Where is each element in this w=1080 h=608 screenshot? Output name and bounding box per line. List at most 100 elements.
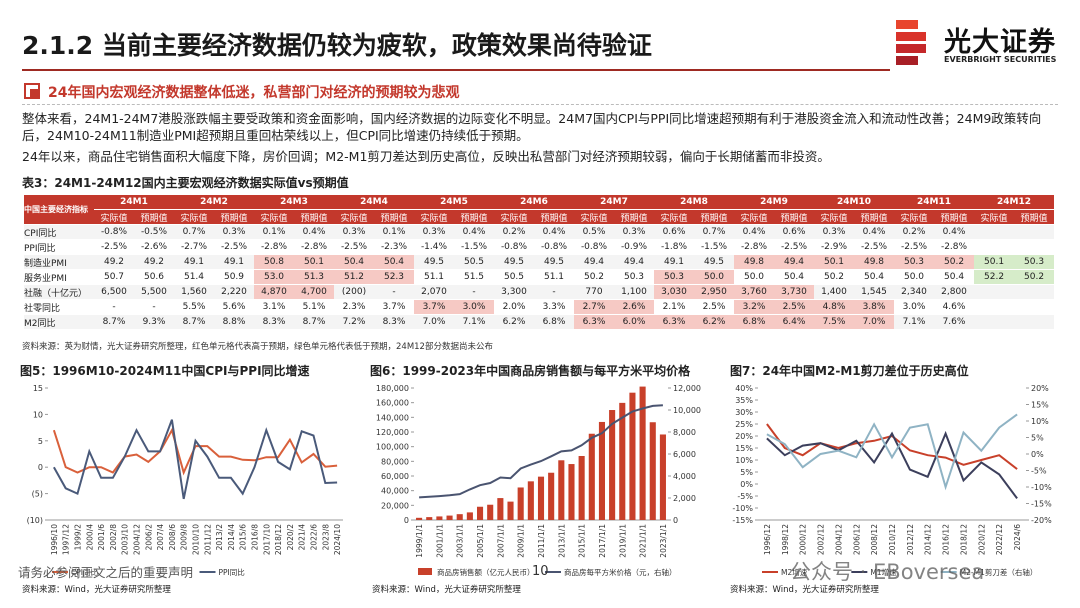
y-tick-label: 15%	[735, 444, 753, 453]
table-cell: 50.2	[814, 269, 854, 285]
table-cell: -0.8%	[574, 239, 614, 255]
y-tick-label: 80,000	[381, 457, 409, 466]
subhead: 实际值	[814, 209, 854, 225]
paragraph: 整体来看，24M1-24M7港股涨跌幅主要受政策和资金面影响，国内经济数据的边际…	[22, 111, 1042, 143]
page-number: 10	[532, 564, 549, 579]
table-cell: (200)	[334, 284, 374, 300]
title-rule	[22, 69, 890, 71]
table-cell: -0.8%	[534, 239, 574, 255]
subhead: 实际值	[894, 209, 935, 225]
table-cell: 50.1	[974, 254, 1015, 270]
table-cell: -0.9%	[614, 239, 654, 255]
table-cell: 49.4	[774, 254, 814, 270]
y2-tick-label: -20%	[1031, 516, 1052, 525]
y2-tick-label: 0	[673, 516, 678, 525]
y-tick-label: 180,000	[376, 384, 409, 393]
table-cell: 5.6%	[214, 299, 254, 315]
x-tick-label: 2012/12	[906, 524, 915, 555]
logo-cn: 光大证券	[944, 27, 1056, 58]
subhead: 预期值	[454, 209, 494, 225]
y-tick-label: 5%	[740, 468, 753, 477]
table-cell: 4,700	[294, 284, 334, 300]
table-cell: 0.2%	[894, 224, 935, 240]
x-tick-label: 2001/1/1	[435, 524, 444, 558]
table-cell: 3.7%	[374, 299, 414, 315]
bar	[527, 481, 534, 520]
table-cell: 7.0%	[414, 314, 454, 330]
x-tick-label: 2024/6	[1013, 524, 1022, 551]
y-tick-label: -15%	[732, 516, 753, 525]
bar	[568, 464, 575, 520]
table-cell: -	[374, 284, 414, 300]
y-tick-label: 0	[404, 516, 409, 525]
table-cell: 50.4	[854, 269, 895, 285]
table-cell: 0.1%	[374, 224, 414, 240]
x-tick-label: 2001/6	[97, 524, 106, 551]
x-tick-label: 2022/12	[995, 524, 1004, 555]
table-cell: 0.4%	[854, 224, 895, 240]
subhead: 预期值	[934, 209, 975, 225]
table-cell: 3.0%	[454, 299, 494, 315]
chart: -15% -10% -5% 0% 5% 10% 15% 20% 25% 30% 35% 40% -20%…	[732, 384, 1052, 577]
bar	[649, 422, 656, 520]
table-cell: 6,500	[94, 284, 134, 300]
subhead: 预期值	[774, 209, 814, 225]
y2-tick-label: 20%	[1031, 384, 1049, 393]
subhead: 预期值	[294, 209, 334, 225]
table-cell: 50.9	[214, 269, 254, 285]
x-tick-label: 2011/12	[203, 524, 212, 555]
table-cell: 6.3%	[574, 314, 614, 330]
table-cell: 8.7%	[94, 314, 134, 330]
bar	[558, 460, 565, 520]
month-header: 24M10	[814, 195, 895, 210]
y-tick-label: 160,000	[376, 399, 409, 408]
subhead: 预期值	[854, 209, 895, 225]
data-row: 社融（十亿元） 6,500 5,500 1,560 2,220 4,870 4,700 (20…	[24, 284, 1055, 300]
chart-source: 资料来源：Wind，光大证券研究所整理	[372, 585, 521, 595]
x-tick-label: 2007/1/1	[496, 524, 505, 558]
table-cell: 52.3	[374, 269, 414, 285]
table-cell: 0.4%	[534, 224, 574, 240]
table-cell: -0.8%	[94, 224, 134, 240]
x-tick-label: 2010/10	[192, 524, 201, 555]
table-cell: 0.1%	[254, 224, 294, 240]
row-label: CPI同比	[24, 224, 94, 240]
table-cell: 8.3%	[374, 314, 414, 330]
table-cell: 2.3%	[334, 299, 374, 315]
table-cell: 49.1	[654, 254, 694, 270]
table-cell: 6.8%	[534, 314, 574, 330]
data-row: PPI同比 -2.5% -2.6% -2.7% -2.5% -2.8% -2.8% -2.5%…	[24, 239, 1055, 255]
bar	[497, 498, 504, 520]
table-cell: 7.0%	[854, 314, 895, 330]
y-tick-label: -5%	[737, 492, 753, 501]
bar	[639, 386, 646, 520]
y2-tick-label: 5%	[1031, 434, 1044, 443]
x-tick-label: 2013/2	[215, 524, 224, 551]
y2-tick-label: 4,000	[673, 472, 696, 481]
table-cell: 0.7%	[174, 224, 214, 240]
legend-swatch	[418, 568, 432, 575]
table-cell: 9.3%	[134, 314, 174, 330]
table-cell: 1,545	[854, 284, 895, 300]
table-cell: 51.2	[334, 269, 374, 285]
table-cell: 6.2%	[694, 314, 734, 330]
table-cell: 51.5	[454, 269, 494, 285]
table-cell: 50.0	[694, 269, 734, 285]
bar	[446, 515, 453, 520]
table-cell: 3.2%	[734, 299, 774, 315]
table-cell: 50.8	[254, 254, 294, 270]
header-row: 实际值 预期值 实际值 预期值 实际值 预期值 实际值 预期值 实际值 预期值 实际值 预期值 实际值预…	[24, 209, 1055, 225]
table-cell: 50.3	[614, 269, 654, 285]
subhead: 预期值	[1014, 209, 1055, 225]
row-label: 社融（十亿元）	[24, 284, 94, 300]
y2-tick-label: 8,000	[673, 428, 696, 437]
subhead: 预期值	[374, 209, 414, 225]
table-cell: 0.3%	[334, 224, 374, 240]
table-cell: 0.4%	[294, 224, 334, 240]
subhead: 实际值	[494, 209, 534, 225]
table-cell: 50.2	[574, 269, 614, 285]
x-tick-label: 2000/12	[799, 524, 808, 555]
x-tick-label: 2018/12	[274, 524, 283, 555]
legend-label: PPI同比	[219, 567, 246, 577]
